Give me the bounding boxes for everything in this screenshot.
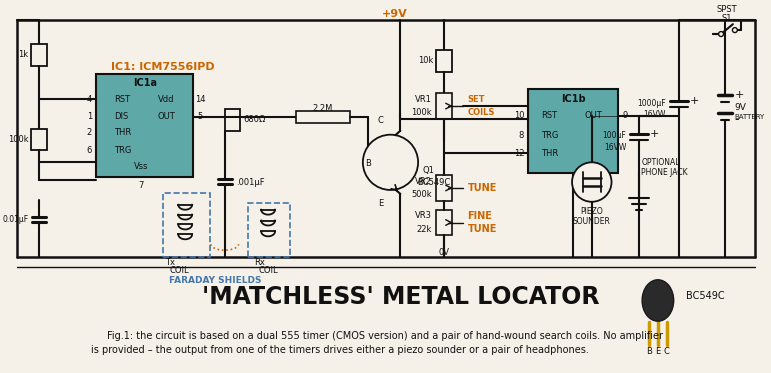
Text: E: E xyxy=(378,199,383,208)
Text: 9V: 9V xyxy=(735,103,747,112)
Text: TUNE: TUNE xyxy=(467,225,497,234)
Text: SPST: SPST xyxy=(717,5,737,14)
Text: FINE: FINE xyxy=(467,211,493,220)
Text: THR: THR xyxy=(541,149,559,158)
Text: PHONE JACK: PHONE JACK xyxy=(641,168,688,177)
Bar xyxy=(96,73,193,177)
Text: 7: 7 xyxy=(138,181,143,189)
Text: COIL: COIL xyxy=(170,266,189,275)
Circle shape xyxy=(719,32,723,37)
Text: S1: S1 xyxy=(722,14,732,23)
Bar xyxy=(436,50,452,72)
Text: TRG: TRG xyxy=(541,131,559,140)
Text: FARADAY SHIELDS: FARADAY SHIELDS xyxy=(169,276,261,285)
Text: 'MATCHLESS' METAL LOCATOR: 'MATCHLESS' METAL LOCATOR xyxy=(202,285,600,308)
Text: BC549C: BC549C xyxy=(417,178,450,186)
Text: 8: 8 xyxy=(518,131,524,140)
Text: 500k: 500k xyxy=(411,190,432,200)
Bar xyxy=(296,111,350,123)
Text: 22k: 22k xyxy=(416,225,432,234)
Text: COIL: COIL xyxy=(258,266,278,275)
Text: 100k: 100k xyxy=(411,109,432,117)
Text: is provided – the output from one of the timers drives either a piezo sounder or: is provided – the output from one of the… xyxy=(91,345,589,355)
Text: IC1a: IC1a xyxy=(133,78,157,88)
Text: PIEZO: PIEZO xyxy=(581,207,603,216)
Text: +: + xyxy=(650,129,659,139)
Text: SET: SET xyxy=(467,95,485,104)
Text: 5: 5 xyxy=(197,112,203,122)
Text: 1k: 1k xyxy=(19,50,29,59)
Text: THR: THR xyxy=(114,128,131,137)
Text: 100k: 100k xyxy=(8,135,29,144)
Text: +: + xyxy=(735,90,744,100)
Text: Q1: Q1 xyxy=(422,166,434,175)
Text: Tx: Tx xyxy=(166,258,176,267)
Text: SOUNDER: SOUNDER xyxy=(573,217,611,226)
Text: 4: 4 xyxy=(87,95,92,104)
Circle shape xyxy=(732,28,737,32)
Text: 2: 2 xyxy=(87,128,92,137)
Text: Vss: Vss xyxy=(133,162,148,171)
Text: -: - xyxy=(735,113,739,126)
Text: IC1b: IC1b xyxy=(561,94,585,104)
Text: 16VW: 16VW xyxy=(644,110,666,119)
Text: 1: 1 xyxy=(87,112,92,122)
Text: E: E xyxy=(655,347,661,356)
Text: +: + xyxy=(689,96,699,106)
Text: IC1: ICM7556IPD: IC1: ICM7556IPD xyxy=(111,62,214,72)
Bar xyxy=(32,44,47,66)
Text: C: C xyxy=(378,116,383,125)
Bar xyxy=(436,175,452,201)
Text: 16VW: 16VW xyxy=(604,143,626,152)
Text: B: B xyxy=(646,347,652,356)
Text: COILS: COILS xyxy=(467,109,495,117)
Text: VR2: VR2 xyxy=(415,176,432,186)
Text: VR1: VR1 xyxy=(415,95,432,104)
Text: C: C xyxy=(664,347,670,356)
Text: Vdd: Vdd xyxy=(157,95,174,104)
Bar xyxy=(436,93,452,119)
Bar xyxy=(436,210,452,235)
Text: 6: 6 xyxy=(87,146,93,155)
Circle shape xyxy=(572,162,611,202)
Text: 1000µF: 1000µF xyxy=(637,98,666,108)
Text: B: B xyxy=(365,159,371,168)
Bar xyxy=(248,203,290,257)
Text: +9V: +9V xyxy=(382,9,407,19)
Circle shape xyxy=(363,135,418,190)
Text: 0.01µF: 0.01µF xyxy=(2,215,29,224)
Text: 0V: 0V xyxy=(438,248,449,257)
Text: BATTERY: BATTERY xyxy=(735,114,765,120)
Text: DIS: DIS xyxy=(114,112,129,122)
Text: 14: 14 xyxy=(195,95,205,104)
Bar xyxy=(224,109,241,131)
Text: OPTIONAL: OPTIONAL xyxy=(641,158,679,167)
Bar xyxy=(32,129,47,150)
Text: 10k: 10k xyxy=(419,56,434,65)
Text: 680Ω: 680Ω xyxy=(244,115,266,124)
Text: OUT: OUT xyxy=(585,112,603,120)
Ellipse shape xyxy=(642,280,674,321)
Text: BC549C: BC549C xyxy=(685,291,724,301)
Text: Rx: Rx xyxy=(254,258,265,267)
Text: 100µF: 100µF xyxy=(603,131,626,140)
Text: OUT: OUT xyxy=(157,112,175,122)
Text: RST: RST xyxy=(541,112,557,120)
Text: 2.2M: 2.2M xyxy=(312,104,332,113)
Text: 9: 9 xyxy=(623,112,628,120)
Text: VR3: VR3 xyxy=(415,211,432,220)
Bar xyxy=(527,89,618,173)
Text: TRG: TRG xyxy=(114,146,132,155)
Text: Fig.1: the circuit is based on a dual 555 timer (CMOS version) and a pair of han: Fig.1: the circuit is based on a dual 55… xyxy=(106,331,662,341)
Text: 12: 12 xyxy=(514,149,525,158)
Text: 10: 10 xyxy=(514,112,525,120)
Text: TUNE: TUNE xyxy=(467,183,497,193)
Bar xyxy=(163,193,210,257)
Text: .001µF: .001µF xyxy=(237,178,265,186)
Text: RST: RST xyxy=(114,95,130,104)
